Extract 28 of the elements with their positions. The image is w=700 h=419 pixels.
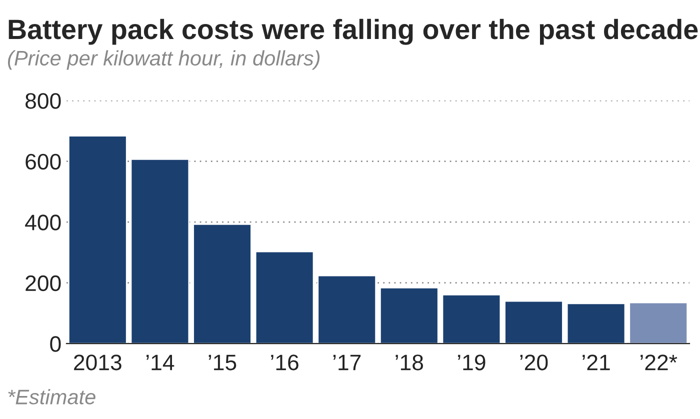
x-tick-label: ’18 <box>396 354 424 370</box>
bar <box>130 158 190 344</box>
x-tick-label: ’20 <box>520 354 548 370</box>
x-tick-label: ’15 <box>208 354 236 370</box>
bar <box>566 302 626 344</box>
text: *Estimate <box>8 389 96 404</box>
x-tick-label: 2013 <box>74 354 122 370</box>
y-tick-label: 800 <box>26 93 61 109</box>
bar <box>379 286 439 344</box>
bar <box>442 294 502 344</box>
bar <box>317 274 377 344</box>
x-tick-label: ’14 <box>146 354 174 370</box>
bar <box>68 135 128 344</box>
chart-title: Battery pack costs were falling over the past decade <box>8 18 698 45</box>
bar <box>254 250 314 344</box>
bar <box>192 224 252 344</box>
bar <box>504 300 564 344</box>
bar <box>628 302 688 344</box>
x-tick-label: ’16 <box>271 354 298 370</box>
y-tick-label: 600 <box>26 154 61 170</box>
x-tick-label: ’19 <box>458 354 486 370</box>
y-tick-label: 400 <box>25 214 61 230</box>
x-tick-label: ’21 <box>582 354 610 370</box>
x-tick-label: ’17 <box>333 354 361 370</box>
chart-subtitle: (Price per kilowatt hour, in dollars) <box>8 50 320 70</box>
y-tick-label: 0 <box>50 336 61 352</box>
y-tick-label: 200 <box>26 275 61 292</box>
x-tick-label: ’22* <box>640 354 678 370</box>
